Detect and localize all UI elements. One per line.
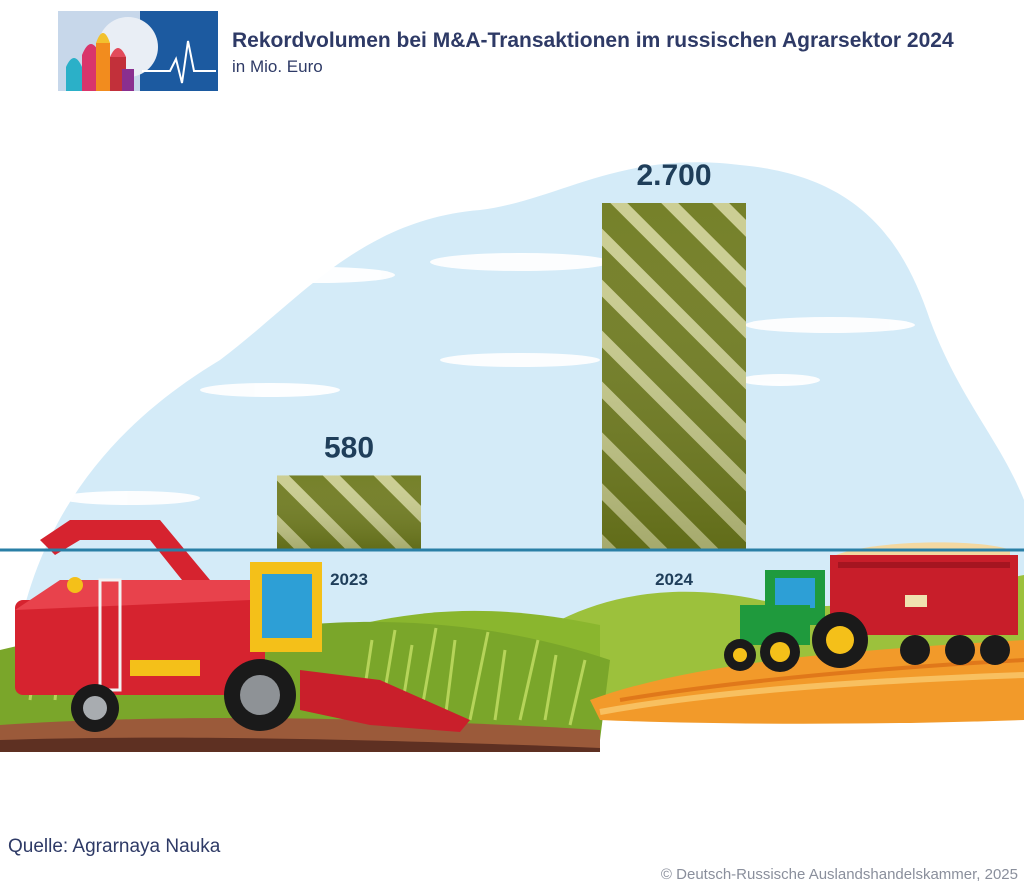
- bar-shade-2023: [277, 475, 421, 550]
- value-label-2023: 580: [324, 431, 374, 464]
- category-labels-group: 2023 2024: [330, 570, 693, 589]
- tractor-illustration: [724, 542, 1018, 672]
- copyright-note: © Deutsch-Russische Auslandshandelskamme…: [660, 866, 1018, 883]
- chart-title: Rekordvolumen bei M&A-Transaktionen im r…: [232, 29, 954, 52]
- category-label-2023: 2023: [330, 570, 368, 589]
- combine-harvester-illustration: [15, 520, 470, 732]
- value-labels-group: 580 2.700: [324, 159, 712, 464]
- value-label-2024: 2.700: [636, 159, 711, 192]
- clouds: [60, 253, 915, 505]
- source-note: Quelle: Agrarnaya Nauka: [8, 836, 221, 857]
- bars-group: [277, 203, 746, 550]
- category-label-2024: 2024: [655, 570, 693, 589]
- chart-subtitle: in Mio. Euro: [232, 57, 323, 76]
- chamber-logo: [58, 11, 218, 91]
- bar-shade-2024: [602, 203, 746, 550]
